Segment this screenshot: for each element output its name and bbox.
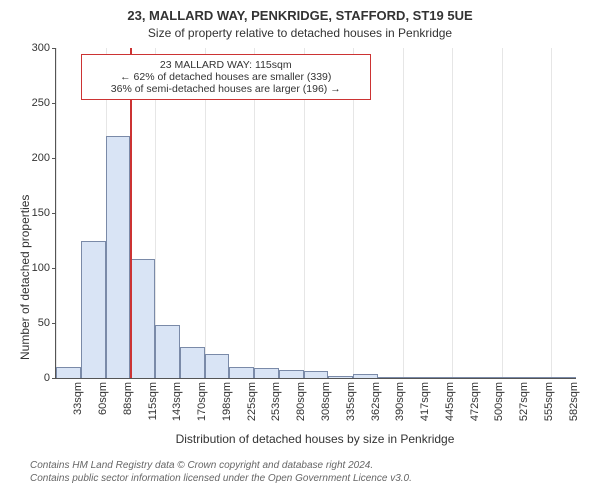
x-tick: 33sqm [72, 378, 84, 415]
annotation-line: 36% of semi-detached houses are larger (… [90, 83, 362, 95]
y-tick: 100 [32, 262, 56, 274]
histogram-bar [180, 347, 205, 378]
annotation-box: 23 MALLARD WAY: 115sqm← 62% of detached … [81, 54, 371, 100]
x-tick: 198sqm [221, 378, 233, 421]
x-tick: 280sqm [295, 378, 307, 421]
x-tick: 335sqm [345, 378, 357, 421]
y-tick: 250 [32, 97, 56, 109]
x-tick: 60sqm [97, 378, 109, 415]
gridline [551, 48, 552, 378]
x-tick: 390sqm [394, 378, 406, 421]
y-tick: 300 [32, 42, 56, 54]
y-axis-label: Number of detached properties [18, 195, 32, 360]
x-tick: 115sqm [147, 378, 159, 420]
histogram-bar [279, 370, 304, 378]
x-tick: 253sqm [270, 378, 282, 421]
annotation-line: 23 MALLARD WAY: 115sqm [90, 59, 362, 71]
x-tick: 527sqm [518, 378, 530, 421]
x-tick: 582sqm [568, 378, 580, 421]
x-tick: 500sqm [493, 378, 505, 421]
chart-title: 23, MALLARD WAY, PENKRIDGE, STAFFORD, ST… [0, 8, 600, 23]
x-tick: 555sqm [543, 378, 555, 421]
y-tick: 150 [32, 207, 56, 219]
histogram-bar [81, 241, 106, 379]
y-tick: 200 [32, 152, 56, 164]
histogram-bar [229, 367, 254, 378]
x-tick: 225sqm [246, 378, 258, 421]
gridline [502, 48, 503, 378]
histogram-bar [205, 354, 230, 378]
x-tick: 472sqm [469, 378, 481, 421]
x-tick: 143sqm [171, 378, 183, 421]
x-axis-label: Distribution of detached houses by size … [55, 432, 575, 446]
plot-area: 05010015020025030033sqm60sqm88sqm115sqm1… [55, 48, 576, 379]
x-tick: 445sqm [444, 378, 456, 421]
x-tick: 88sqm [122, 378, 134, 415]
x-tick: 170sqm [196, 378, 208, 421]
x-tick: 362sqm [370, 378, 382, 421]
gridline [403, 48, 404, 378]
chart-container: 23, MALLARD WAY, PENKRIDGE, STAFFORD, ST… [0, 0, 600, 500]
annotation-line: ← 62% of detached houses are smaller (33… [90, 71, 362, 83]
histogram-bar [155, 325, 180, 378]
y-tick: 50 [38, 317, 56, 329]
gridline [56, 48, 57, 378]
gridline [452, 48, 453, 378]
histogram-bar [56, 367, 81, 378]
x-tick: 417sqm [419, 378, 431, 421]
histogram-bar [304, 371, 329, 378]
x-tick: 308sqm [320, 378, 332, 421]
histogram-bar [254, 368, 279, 378]
histogram-bar [130, 259, 155, 378]
histogram-bar [106, 136, 131, 378]
y-tick: 0 [44, 372, 56, 384]
chart-subtitle: Size of property relative to detached ho… [0, 26, 600, 40]
footer-attribution: Contains HM Land Registry data © Crown c… [30, 460, 412, 485]
